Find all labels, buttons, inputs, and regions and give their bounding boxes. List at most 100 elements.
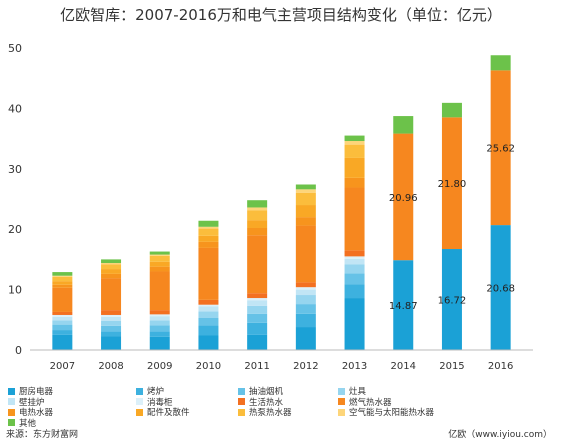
bar-segment: [295, 295, 316, 305]
bar-segment: [344, 298, 365, 350]
bar-segment: [393, 116, 414, 134]
legend-swatch: [136, 387, 143, 395]
x-axis: 2007 2008 2009 2010 2011 2012 2013 2014 2015 2016: [30, 349, 533, 372]
data-label: 20.68: [486, 284, 515, 295]
y-tick-label: 10: [8, 284, 22, 297]
bar-segment: [52, 324, 73, 331]
bar-segment: [52, 281, 73, 285]
legend-label: 厨房电器: [19, 387, 54, 397]
bar-segment: [149, 316, 170, 321]
bar-segment: [295, 287, 316, 290]
y-tick-label: 0: [15, 344, 22, 357]
x-tick-label: 2009: [147, 361, 172, 372]
x-tick-label: 2008: [98, 361, 123, 372]
bar-segment: [441, 117, 462, 250]
bar-segment: [149, 251, 170, 255]
bar-segment: [247, 334, 268, 350]
bar-segment: [101, 336, 122, 350]
bar-segment: [344, 157, 365, 178]
bar-segment: [344, 177, 365, 188]
x-tick-label: 2007: [50, 361, 75, 372]
bar-segment: [52, 320, 73, 325]
y-axis: 0 10 20 30 40 50: [8, 42, 22, 357]
bar-segment: [344, 141, 365, 145]
bar-segment: [344, 284, 365, 299]
watermark: 亿欧（www.iyiou.com）: [448, 430, 552, 440]
bar-segment: [247, 207, 268, 211]
bar-segment: [198, 311, 219, 318]
y-tick-label: 40: [8, 102, 22, 115]
bar-segment: [344, 256, 365, 259]
bar-segment: [247, 322, 268, 335]
legend-swatch: [338, 408, 345, 416]
legend-label: 消毒柜: [147, 397, 173, 408]
bar-segment: [344, 273, 365, 285]
bar-segment: [247, 235, 268, 294]
bar-segment: [149, 261, 170, 267]
legend-label: 壁挂炉: [19, 397, 45, 408]
bar-segment: [344, 135, 365, 142]
bar-segment: [295, 327, 316, 350]
bar-segment: [344, 264, 365, 274]
legend-item: 其他: [8, 417, 36, 429]
data-label: 14.87: [389, 301, 418, 312]
bar-segment: [295, 282, 316, 288]
bar-segment: [101, 263, 122, 265]
data-label: 20.96: [389, 193, 418, 204]
bar-segment: [149, 325, 170, 332]
bar-segment: [490, 55, 511, 71]
bar-segment: [52, 284, 73, 288]
legend-swatch: [338, 398, 345, 405]
bar-segment: [393, 133, 414, 261]
legend-swatch: [238, 398, 245, 405]
legend-item: 抽油烟机: [238, 385, 283, 397]
bar-segment: [101, 259, 122, 264]
bar-segment: [247, 200, 268, 208]
legend-swatch: [136, 398, 143, 405]
bar-segment: [198, 247, 219, 300]
bar-segment: [295, 225, 316, 283]
x-tick-label: 2016: [488, 361, 513, 372]
bar-segment: [295, 304, 316, 314]
bars-group: [52, 55, 511, 350]
bar-segment: [52, 330, 73, 335]
legend-item: 生活热水: [238, 396, 283, 408]
legend-item: 消毒柜: [136, 396, 173, 408]
bar-segment: [198, 335, 219, 350]
bar-segment: [247, 313, 268, 323]
bar-segment: [393, 260, 414, 350]
bar-segment: [344, 250, 365, 257]
bar-segment: [295, 217, 316, 226]
data-label: 16.72: [438, 296, 467, 307]
source-note: 来源：东方财富网: [6, 430, 79, 440]
bar-segment: [52, 287, 73, 312]
legend-label: 空气能与太阳能热水器: [349, 408, 435, 418]
y-tick-label: 30: [8, 163, 22, 176]
bar-segment: [101, 264, 122, 270]
bar-segment: [52, 316, 73, 321]
legend-label: 烤炉: [147, 387, 165, 397]
bar-segment: [198, 220, 219, 227]
bar-segment: [344, 187, 365, 251]
bar-segment: [101, 269, 122, 274]
bar-segment: [247, 298, 268, 301]
legend-label: 燃气热水器: [349, 397, 392, 408]
legend-label: 灶具: [349, 387, 367, 397]
y-tick-label: 50: [8, 42, 22, 55]
bar-segment: [295, 184, 316, 190]
x-tick-label: 2012: [293, 361, 318, 372]
bar-segment: [149, 331, 170, 337]
bar-segment: [198, 235, 219, 242]
bar-segment: [295, 289, 316, 296]
bar-segment: [149, 336, 170, 350]
bar-segment: [295, 313, 316, 328]
bar-segment: [101, 310, 122, 315]
legend-item: 配件及散件: [136, 406, 190, 418]
bar-segment: [247, 300, 268, 306]
legend-label: 其他: [19, 418, 37, 429]
x-tick-label: 2015: [439, 361, 464, 372]
legend-swatch: [136, 408, 143, 416]
legend-item: 厨房电器: [8, 385, 53, 397]
bar-segment: [52, 311, 73, 315]
bar-segment: [198, 226, 219, 229]
